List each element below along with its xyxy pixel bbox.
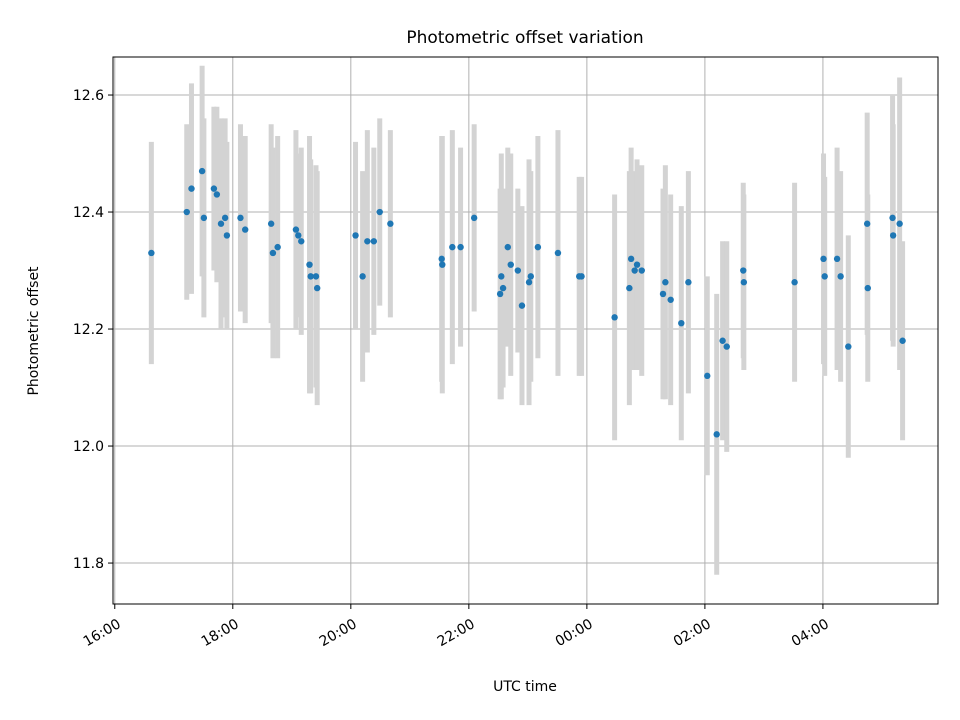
data-point bbox=[217, 220, 225, 227]
data-point bbox=[292, 226, 300, 233]
data-point bbox=[313, 284, 321, 292]
data-point bbox=[845, 343, 852, 350]
data-point bbox=[221, 214, 229, 222]
data-point bbox=[298, 238, 305, 245]
data-point bbox=[837, 273, 844, 280]
data-point bbox=[457, 243, 464, 251]
y-tick-label: 12.6 bbox=[73, 88, 104, 104]
data-point bbox=[514, 267, 522, 274]
data-point bbox=[200, 214, 208, 222]
data-point bbox=[210, 185, 218, 192]
data-point bbox=[237, 214, 244, 222]
y-tick-label: 12.4 bbox=[73, 205, 104, 221]
data-point bbox=[306, 261, 313, 268]
x-axis-label: UTC time bbox=[493, 679, 557, 695]
data-point bbox=[719, 337, 726, 344]
data-point bbox=[626, 284, 633, 292]
data-point bbox=[611, 314, 618, 321]
data-point bbox=[449, 243, 456, 251]
data-point bbox=[896, 220, 903, 227]
data-point bbox=[638, 267, 645, 274]
data-point bbox=[889, 232, 897, 239]
data-point bbox=[359, 273, 366, 280]
y-axis-label: Photometric offset bbox=[26, 266, 42, 396]
data-point bbox=[659, 290, 667, 298]
data-point bbox=[864, 284, 871, 292]
data-point bbox=[685, 279, 692, 286]
data-point bbox=[534, 243, 542, 251]
chart-title: Photometric offset variation bbox=[406, 28, 643, 48]
data-point bbox=[376, 208, 383, 216]
data-point bbox=[863, 220, 871, 227]
data-point bbox=[554, 249, 562, 257]
plot-frame bbox=[112, 56, 939, 605]
data-point bbox=[633, 261, 641, 268]
data-point bbox=[723, 343, 730, 350]
data-point bbox=[627, 255, 635, 263]
data-point bbox=[307, 273, 314, 280]
data-point bbox=[387, 220, 394, 227]
data-point bbox=[791, 279, 798, 286]
y-tick-label: 11.8 bbox=[73, 556, 104, 572]
data-point bbox=[667, 296, 674, 303]
data-point bbox=[198, 167, 206, 175]
data-point bbox=[678, 319, 685, 327]
data-point bbox=[578, 273, 585, 280]
data-point bbox=[148, 249, 155, 257]
data-point bbox=[518, 302, 526, 309]
y-tick-label: 12.0 bbox=[73, 439, 104, 455]
data-point bbox=[899, 337, 906, 344]
data-point bbox=[352, 232, 359, 239]
data-point bbox=[713, 431, 720, 438]
data-point bbox=[370, 238, 378, 245]
data-point bbox=[525, 279, 533, 286]
data-point bbox=[833, 255, 841, 263]
data-point bbox=[439, 261, 446, 268]
data-point bbox=[740, 279, 748, 286]
data-point bbox=[269, 249, 277, 257]
y-tick-label: 12.2 bbox=[73, 322, 104, 338]
data-point bbox=[498, 273, 505, 280]
data-point bbox=[821, 273, 828, 280]
data-point bbox=[662, 279, 669, 286]
data-point bbox=[241, 226, 249, 233]
data-point bbox=[507, 261, 514, 268]
data-point bbox=[740, 267, 747, 274]
data-point bbox=[820, 255, 827, 263]
data-point bbox=[889, 214, 896, 222]
data-point bbox=[438, 255, 445, 263]
data-point bbox=[213, 191, 221, 198]
data-point bbox=[295, 232, 302, 239]
y-axis-ticks: 11.8 12.0 12.2 12.4 12.6 bbox=[73, 88, 113, 572]
data-point bbox=[267, 220, 275, 227]
data-point bbox=[704, 372, 711, 380]
data-point bbox=[364, 238, 371, 245]
data-point bbox=[499, 284, 507, 292]
data-points bbox=[148, 167, 906, 438]
data-point bbox=[470, 214, 478, 222]
data-point bbox=[631, 267, 638, 274]
data-point bbox=[188, 185, 195, 192]
data-point bbox=[274, 243, 281, 251]
data-point bbox=[183, 208, 190, 216]
data-point bbox=[504, 243, 511, 251]
data-point bbox=[496, 290, 504, 298]
data-point bbox=[527, 273, 535, 280]
data-point bbox=[223, 232, 231, 239]
data-point bbox=[312, 273, 320, 280]
